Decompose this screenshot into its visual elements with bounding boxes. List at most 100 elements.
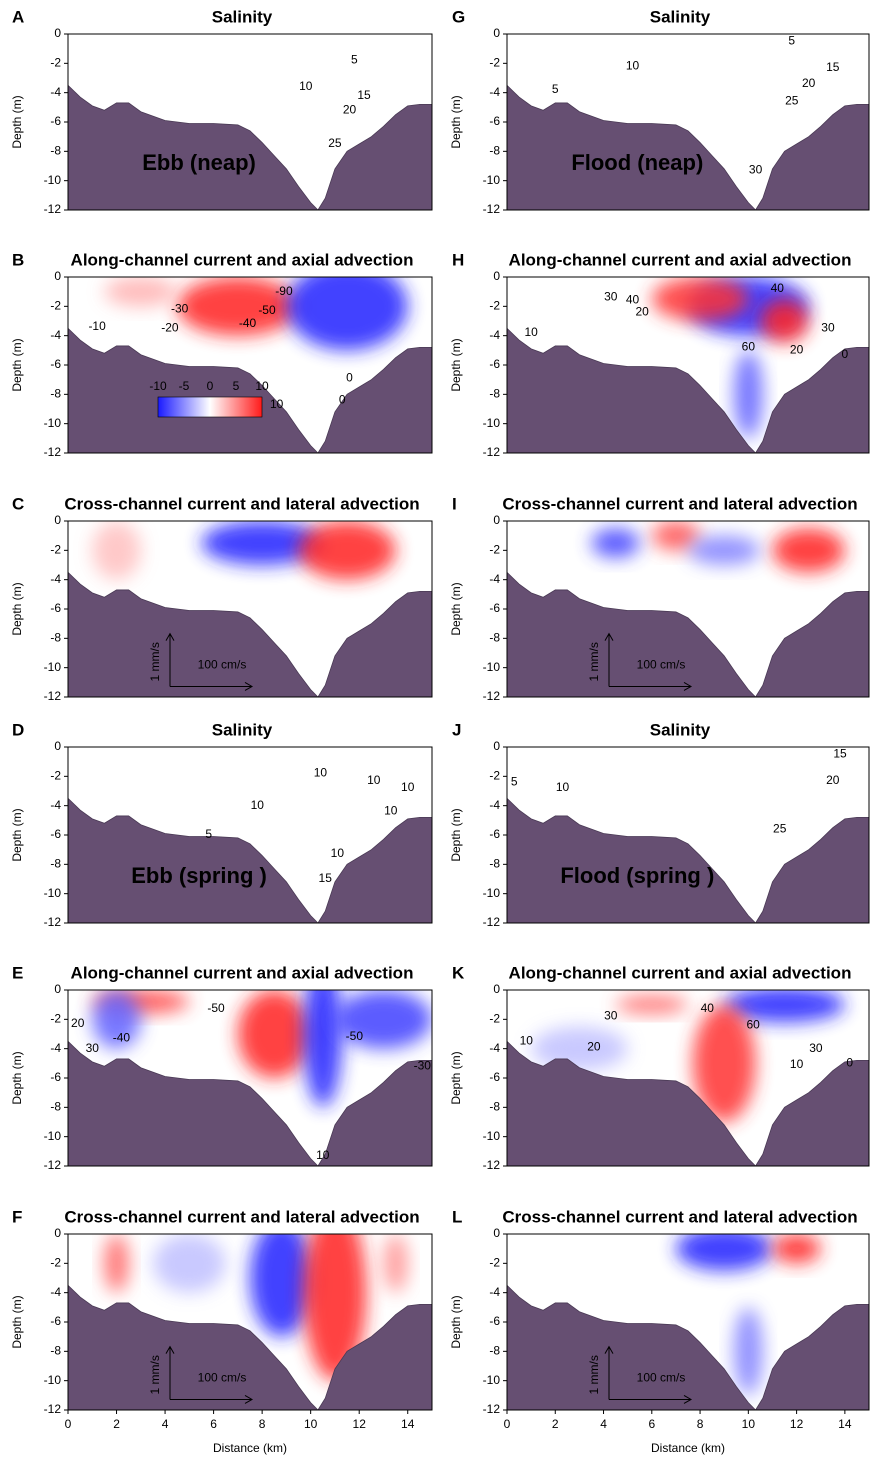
chart-title: Along-channel current and axial advectio… xyxy=(509,250,852,269)
x-tick-label: 8 xyxy=(259,1417,266,1431)
bathymetry xyxy=(507,1040,869,1166)
y-tick-label: -10 xyxy=(483,173,501,187)
scale-arrow-head xyxy=(683,1395,693,1404)
scale-label: 1 mm/s xyxy=(148,1355,162,1394)
scale-arrow-head xyxy=(165,632,175,641)
y-tick-label: -2 xyxy=(489,769,500,783)
contour-label: 20 xyxy=(587,1039,601,1053)
y-tick-label: -12 xyxy=(483,202,501,216)
panel: 0 -2 -4 -6 -8 -10 -12 Depth (m) Along-channel cu… xyxy=(10,250,433,459)
y-tick-label: -10 xyxy=(483,1129,501,1143)
y-tick-label: -12 xyxy=(483,689,501,703)
panel-letter: E xyxy=(12,963,23,982)
contour-label: 15 xyxy=(357,88,371,102)
chart-title: Salinity xyxy=(212,7,273,26)
y-tick-label: -4 xyxy=(50,1285,61,1299)
panel-letter: K xyxy=(452,963,465,982)
panel: 0 -2 -4 -6 -8 -10 -12 Depth (m) Along-channel cu… xyxy=(10,963,433,1172)
contour-label: 10 xyxy=(270,397,284,411)
chart-title: Salinity xyxy=(212,720,273,739)
scale-arrow-head xyxy=(604,1345,614,1354)
bathymetry xyxy=(507,327,869,453)
panel-letter: J xyxy=(452,720,461,739)
colorbar-tick-label: 0 xyxy=(207,379,214,393)
color-blob xyxy=(772,528,845,573)
bathymetry xyxy=(507,1284,869,1410)
contour-label: 10 xyxy=(314,766,328,780)
scale-label: 100 cm/s xyxy=(637,1370,686,1384)
contour-label: 25 xyxy=(785,94,799,108)
y-tick-label: -6 xyxy=(489,1070,500,1084)
colorbar-tick-label: 10 xyxy=(255,379,269,393)
y-tick-label: -2 xyxy=(50,299,61,313)
contour-label: -50 xyxy=(258,303,276,317)
panel-letter: A xyxy=(12,7,24,26)
color-field xyxy=(104,1234,408,1381)
x-tick-label: 12 xyxy=(790,1417,804,1431)
y-axis-label: Depth (m) xyxy=(10,582,24,635)
y-tick-label: -2 xyxy=(50,56,61,70)
bathymetry xyxy=(68,84,432,210)
contour-label: 10 xyxy=(790,1057,804,1071)
color-field xyxy=(651,277,809,439)
contour-label: 5 xyxy=(552,82,559,96)
color-field xyxy=(104,277,408,351)
color-blob xyxy=(383,1234,408,1293)
y-tick-label: -10 xyxy=(44,1373,62,1387)
contour-label: 0 xyxy=(339,392,346,406)
contour-label: -50 xyxy=(207,1001,225,1015)
color-blob xyxy=(531,1026,628,1071)
contour-label: -10 xyxy=(88,319,106,333)
contour-label: 10 xyxy=(626,58,640,72)
y-tick-label: -10 xyxy=(483,886,501,900)
y-tick-label: 0 xyxy=(493,1226,500,1240)
y-tick-label: -6 xyxy=(489,114,500,128)
contour-label: 20 xyxy=(635,304,649,318)
y-tick-label: -8 xyxy=(489,1100,500,1114)
x-axis-label: Distance (km) xyxy=(213,1441,287,1455)
contour-label: 15 xyxy=(833,747,847,761)
x-tick-label: 4 xyxy=(162,1417,169,1431)
contour-label: 5 xyxy=(788,34,795,48)
color-blob xyxy=(298,521,396,580)
contour-label: 40 xyxy=(771,281,785,295)
y-tick-label: 0 xyxy=(54,26,61,40)
y-axis-label: Depth (m) xyxy=(449,1295,463,1348)
y-tick-label: -6 xyxy=(50,827,61,841)
chart-title: Along-channel current and axial advectio… xyxy=(71,963,414,982)
contour-label: 10 xyxy=(331,846,345,860)
contour-label: 10 xyxy=(384,804,398,818)
y-tick-label: -6 xyxy=(50,357,61,371)
panel-letter: F xyxy=(12,1207,22,1226)
contour-label: 5 xyxy=(351,53,358,67)
bathymetry xyxy=(68,797,432,923)
contour-label: 10 xyxy=(401,780,415,794)
chart-title: Along-channel current and axial advectio… xyxy=(509,963,852,982)
contour-label: -30 xyxy=(414,1058,432,1072)
y-tick-label: -4 xyxy=(50,798,61,812)
y-tick-label: -8 xyxy=(50,144,61,158)
y-tick-label: 0 xyxy=(493,513,500,527)
x-axis-label: Distance (km) xyxy=(651,1441,725,1455)
y-tick-label: -10 xyxy=(483,1373,501,1387)
y-tick-label: -2 xyxy=(50,1256,61,1270)
contour-label: 0 xyxy=(846,1056,853,1070)
y-axis-label: Depth (m) xyxy=(449,95,463,148)
y-tick-label: -10 xyxy=(44,886,62,900)
contour-label: 15 xyxy=(826,60,840,74)
x-tick-label: 2 xyxy=(113,1417,120,1431)
scale-arrow-head xyxy=(165,1345,175,1354)
y-tick-label: -10 xyxy=(44,173,62,187)
y-tick-label: -4 xyxy=(489,328,500,342)
chart-title: Salinity xyxy=(650,720,711,739)
chart-title: Salinity xyxy=(650,7,711,26)
contour-label: 25 xyxy=(773,821,787,835)
y-tick-label: -2 xyxy=(50,543,61,557)
chart-title: Cross-channel current and lateral advect… xyxy=(502,1207,857,1226)
color-blob xyxy=(92,521,141,580)
x-tick-label: 14 xyxy=(401,1417,415,1431)
y-tick-label: 0 xyxy=(493,269,500,283)
colorbar xyxy=(157,396,263,418)
y-tick-label: -12 xyxy=(483,1402,501,1416)
